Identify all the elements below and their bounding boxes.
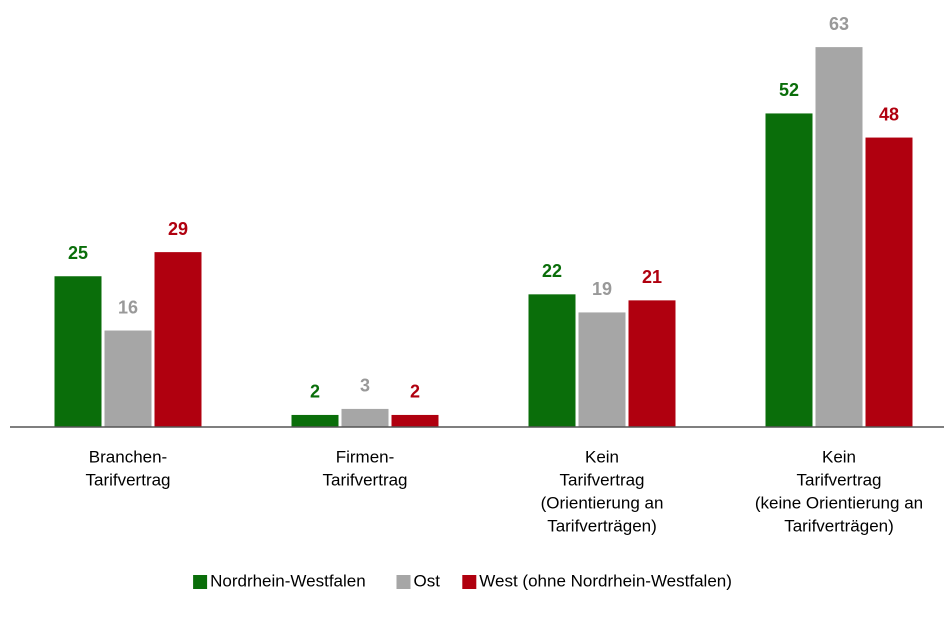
value-label: 63 [829,14,849,34]
x-tick-label: Tarifvertrag [796,470,881,489]
value-label: 29 [168,219,188,239]
legend-swatch [462,575,477,589]
value-label: 3 [360,376,370,396]
legend-swatch [396,575,411,589]
x-tick-label: Tarifvertrag [85,470,170,489]
bar [865,137,913,427]
bar [528,294,576,427]
value-label: 52 [779,80,799,100]
x-tick-label: Firmen- [336,447,395,466]
x-tick-label: (Orientierung an [541,493,664,512]
x-tick-label: Tarifvertrag [322,470,407,489]
value-label: 16 [118,297,138,317]
legend-label: Ost [414,571,441,590]
bar [815,47,863,428]
value-label: 2 [410,382,420,402]
bar [291,414,339,427]
value-label: 19 [592,279,612,299]
bar [765,113,813,427]
value-label: 25 [68,243,88,263]
bar [54,276,102,427]
value-label: 2 [310,382,320,402]
x-tick-label: (keine Orientierung an [755,493,923,512]
bar [104,330,152,427]
bar [154,252,202,427]
value-label: 48 [879,104,899,124]
legend-label: West (ohne Nordrhein-Westfalen) [479,571,732,590]
x-tick-label: Tarifverträgen) [784,516,894,535]
bar [578,312,626,427]
legend-swatch [193,575,208,589]
x-tick-label: Branchen- [89,447,167,466]
x-tick-label: Tarifverträgen) [547,516,657,535]
x-tick-label: Kein [822,447,856,466]
x-tick-label: Kein [585,447,619,466]
bar [341,408,389,427]
bar [391,414,439,427]
value-label: 21 [642,267,662,287]
x-tick-label: Tarifvertrag [559,470,644,489]
legend-label: Nordrhein-Westfalen [210,571,366,590]
bar [628,300,676,427]
value-label: 22 [542,261,562,281]
